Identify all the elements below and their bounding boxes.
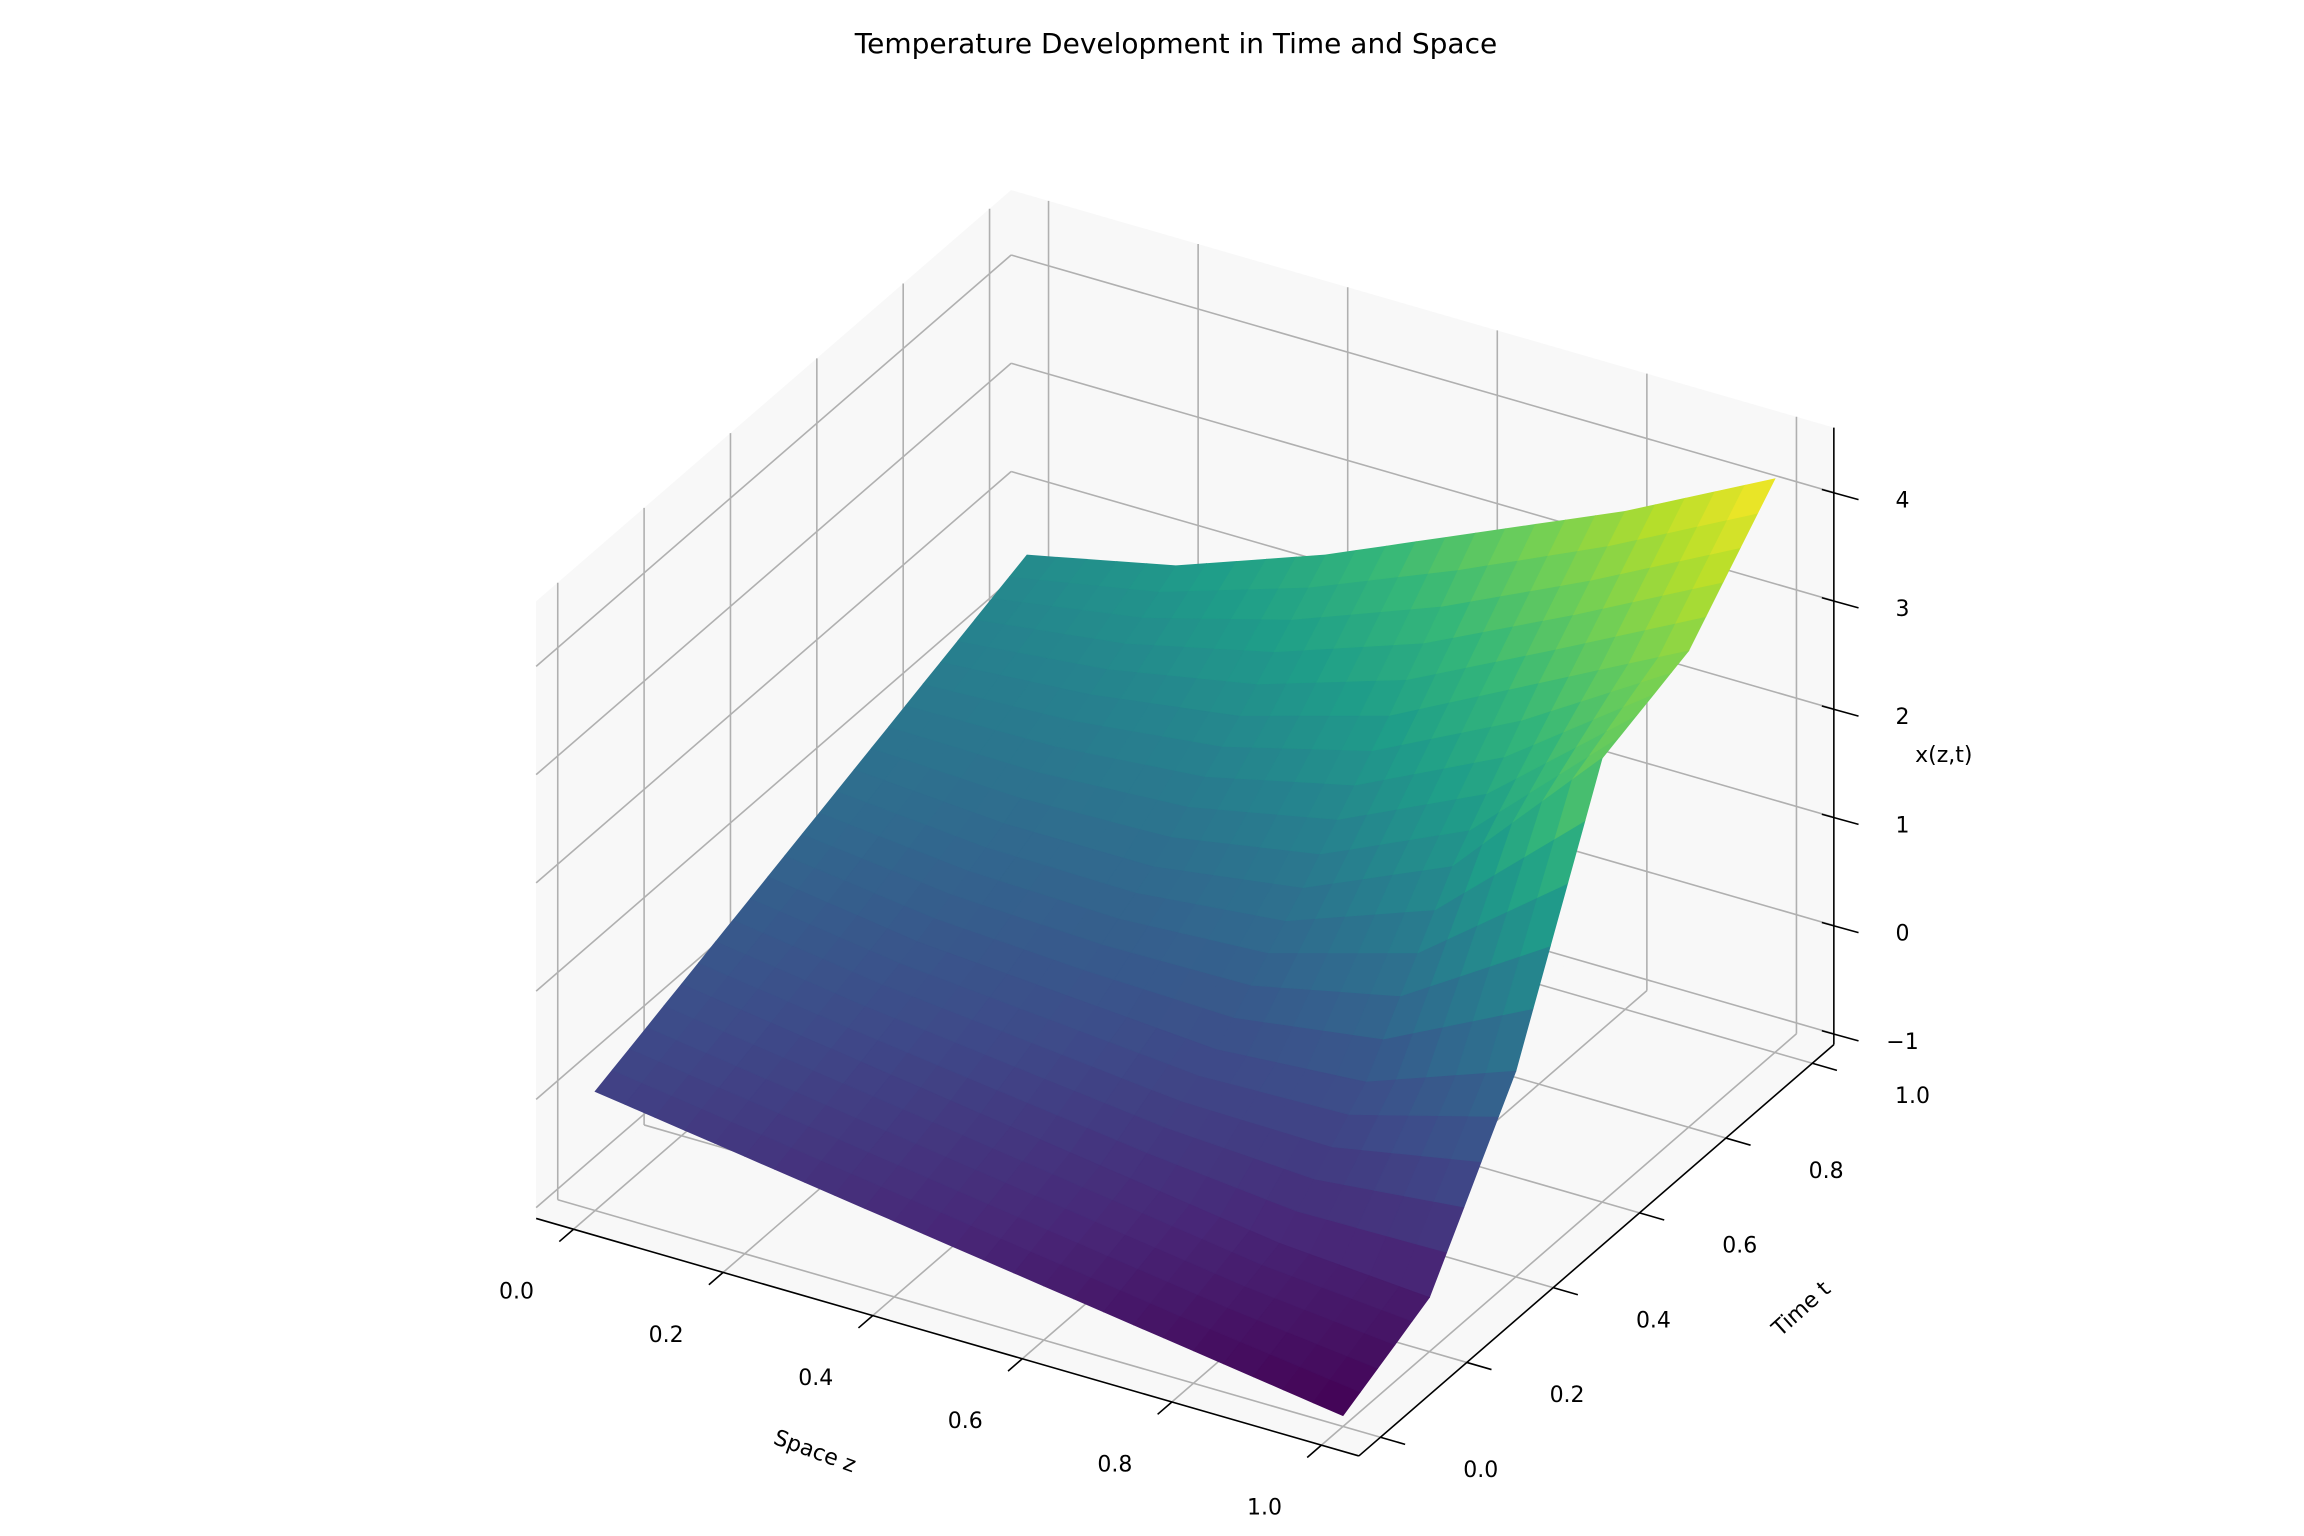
- y-tick: [1466, 1361, 1492, 1371]
- y-tick: [1812, 1062, 1838, 1072]
- x-tick-label: 1.0: [1247, 1496, 1282, 1521]
- y-tick-label: 0.2: [1550, 1383, 1585, 1408]
- z-tick: [1821, 921, 1859, 934]
- surface-cell: [680, 876, 919, 1050]
- surface-cell: [744, 1048, 982, 1222]
- x-tick-label: 0.0: [499, 1280, 534, 1305]
- y-tick-label: 0.0: [1463, 1458, 1498, 1483]
- surface-cell: [1215, 866, 1454, 1083]
- surface-cell: [830, 941, 1068, 1115]
- surface-facet: [1640, 650, 1690, 683]
- x-axis-label: Space z: [770, 1426, 859, 1479]
- y-tick: [1552, 1286, 1579, 1296]
- surface-cell: [1089, 554, 1327, 717]
- surface-cell: [893, 1113, 1131, 1287]
- x-tick-label: 0.8: [1097, 1452, 1132, 1477]
- surface-cell: [980, 995, 1218, 1180]
- z-tick-label: 1: [1896, 813, 1910, 838]
- x-axis-line: [535, 1217, 1360, 1457]
- pane-left: [536, 190, 1012, 1219]
- x-tick: [558, 1228, 575, 1243]
- x-tick: [1007, 1358, 1023, 1372]
- surface-cell: [1388, 510, 1627, 717]
- surface-cell: [1192, 1243, 1431, 1417]
- x-tick-label: 0.2: [649, 1323, 684, 1348]
- y-tick-label: 0.6: [1722, 1234, 1757, 1259]
- surface-cell: [1129, 1049, 1367, 1245]
- z-tick: [1821, 813, 1859, 826]
- surface-cell: [1279, 1070, 1517, 1299]
- z-axis-label: x(z,t): [1915, 743, 1972, 768]
- y-tick: [1725, 1137, 1751, 1146]
- y-tick: [1639, 1212, 1665, 1221]
- z-tick-label: 3: [1896, 597, 1910, 622]
- surface-cell: [1043, 1178, 1281, 1352]
- surface-cell: [767, 769, 1005, 943]
- surface-cell: [1452, 650, 1690, 867]
- z-tick: [1821, 596, 1859, 609]
- z-tick: [1821, 1029, 1859, 1042]
- y-axis-label: Time t: [1767, 1276, 1836, 1342]
- x-tick-label: 0.4: [798, 1366, 833, 1391]
- surface-cell: [939, 554, 1178, 696]
- z-tick-label: −1: [1886, 1030, 1918, 1055]
- chart-title: Temperature Development in Time and Spac…: [854, 27, 1497, 60]
- grid-line: [557, 1198, 1381, 1439]
- surface-cell: [1066, 866, 1304, 1051]
- surface-facet: [1381, 1286, 1431, 1322]
- x-tick: [1306, 1444, 1322, 1459]
- surface-cell: [1003, 694, 1241, 868]
- grid-line: [1320, 1033, 1797, 1446]
- grid-line: [535, 362, 1012, 776]
- x-tick: [857, 1314, 874, 1329]
- y-tick-label: 1.0: [1895, 1084, 1930, 1109]
- y-tick: [1380, 1436, 1406, 1446]
- y-tick-label: 0.4: [1636, 1308, 1671, 1333]
- surface-cell: [916, 823, 1155, 997]
- surface-cell: [853, 661, 1091, 825]
- surface-cell: [1152, 715, 1390, 889]
- surface-facet: [1468, 1070, 1517, 1117]
- x-tick: [708, 1271, 724, 1286]
- z-tick: [1821, 705, 1859, 717]
- x-tick-label: 0.6: [948, 1409, 983, 1434]
- z-tick: [1821, 488, 1859, 501]
- z-tick-label: 0: [1896, 922, 1910, 947]
- z-tick-label: 2: [1896, 705, 1910, 730]
- grid-line: [535, 579, 1012, 992]
- y-axis-line: [1358, 1043, 1835, 1457]
- grid-line: [535, 254, 1012, 667]
- grid-line: [535, 470, 1012, 884]
- surface-facet: [1726, 478, 1776, 521]
- z-tick-label: 4: [1896, 489, 1910, 514]
- surface-cell: [1302, 683, 1540, 889]
- surface-facet: [1554, 757, 1603, 840]
- surface-cell: [1239, 532, 1477, 717]
- x-tick: [1157, 1401, 1173, 1415]
- grid-line: [1010, 254, 1835, 494]
- surface-cell: [594, 983, 832, 1157]
- surface-cell: [1365, 757, 1603, 1083]
- surface-cell: [1538, 478, 1776, 685]
- y-tick-label: 0.8: [1809, 1159, 1844, 1184]
